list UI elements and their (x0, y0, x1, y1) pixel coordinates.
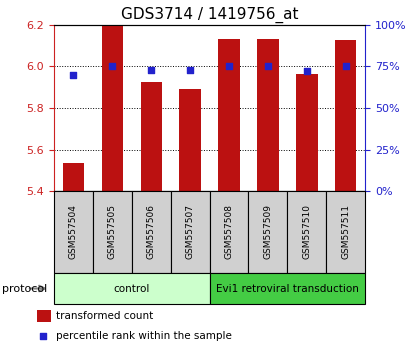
Text: control: control (114, 284, 150, 293)
Point (148, 67, 154, 73)
Bar (102, 26, 123, 191)
Text: GSM557509: GSM557509 (264, 204, 272, 259)
Point (70, 72, 77, 78)
Point (303, 69, 310, 74)
FancyBboxPatch shape (210, 191, 249, 273)
Text: protocol: protocol (2, 284, 47, 293)
Bar (63, 163, 84, 191)
Point (187, 67, 193, 73)
FancyBboxPatch shape (249, 191, 287, 273)
Point (342, 64, 349, 69)
FancyBboxPatch shape (54, 191, 93, 273)
Point (265, 64, 271, 69)
Bar (141, 82, 162, 191)
Bar (257, 39, 278, 191)
FancyBboxPatch shape (93, 191, 132, 273)
Text: GSM557508: GSM557508 (225, 204, 234, 259)
Text: GSM557511: GSM557511 (341, 204, 350, 259)
FancyBboxPatch shape (54, 273, 210, 304)
FancyBboxPatch shape (171, 191, 210, 273)
Bar (218, 39, 240, 191)
Text: transformed count: transformed count (56, 311, 154, 321)
Bar (37, 309, 51, 322)
Text: GSM557504: GSM557504 (69, 204, 78, 259)
Title: GDS3714 / 1419756_at: GDS3714 / 1419756_at (121, 7, 298, 23)
Text: GSM557507: GSM557507 (186, 204, 195, 259)
Text: GSM557510: GSM557510 (303, 204, 311, 259)
Point (109, 64, 116, 69)
Point (226, 64, 232, 69)
Point (40, 333, 46, 338)
FancyBboxPatch shape (326, 191, 365, 273)
FancyBboxPatch shape (210, 273, 365, 304)
Bar (335, 40, 356, 191)
Text: GSM557506: GSM557506 (147, 204, 156, 259)
FancyBboxPatch shape (132, 191, 171, 273)
Text: percentile rank within the sample: percentile rank within the sample (56, 331, 232, 341)
Text: GSM557505: GSM557505 (108, 204, 117, 259)
Bar (296, 74, 317, 191)
Bar (179, 89, 201, 191)
FancyBboxPatch shape (287, 191, 326, 273)
Text: Evi1 retroviral transduction: Evi1 retroviral transduction (216, 284, 359, 293)
